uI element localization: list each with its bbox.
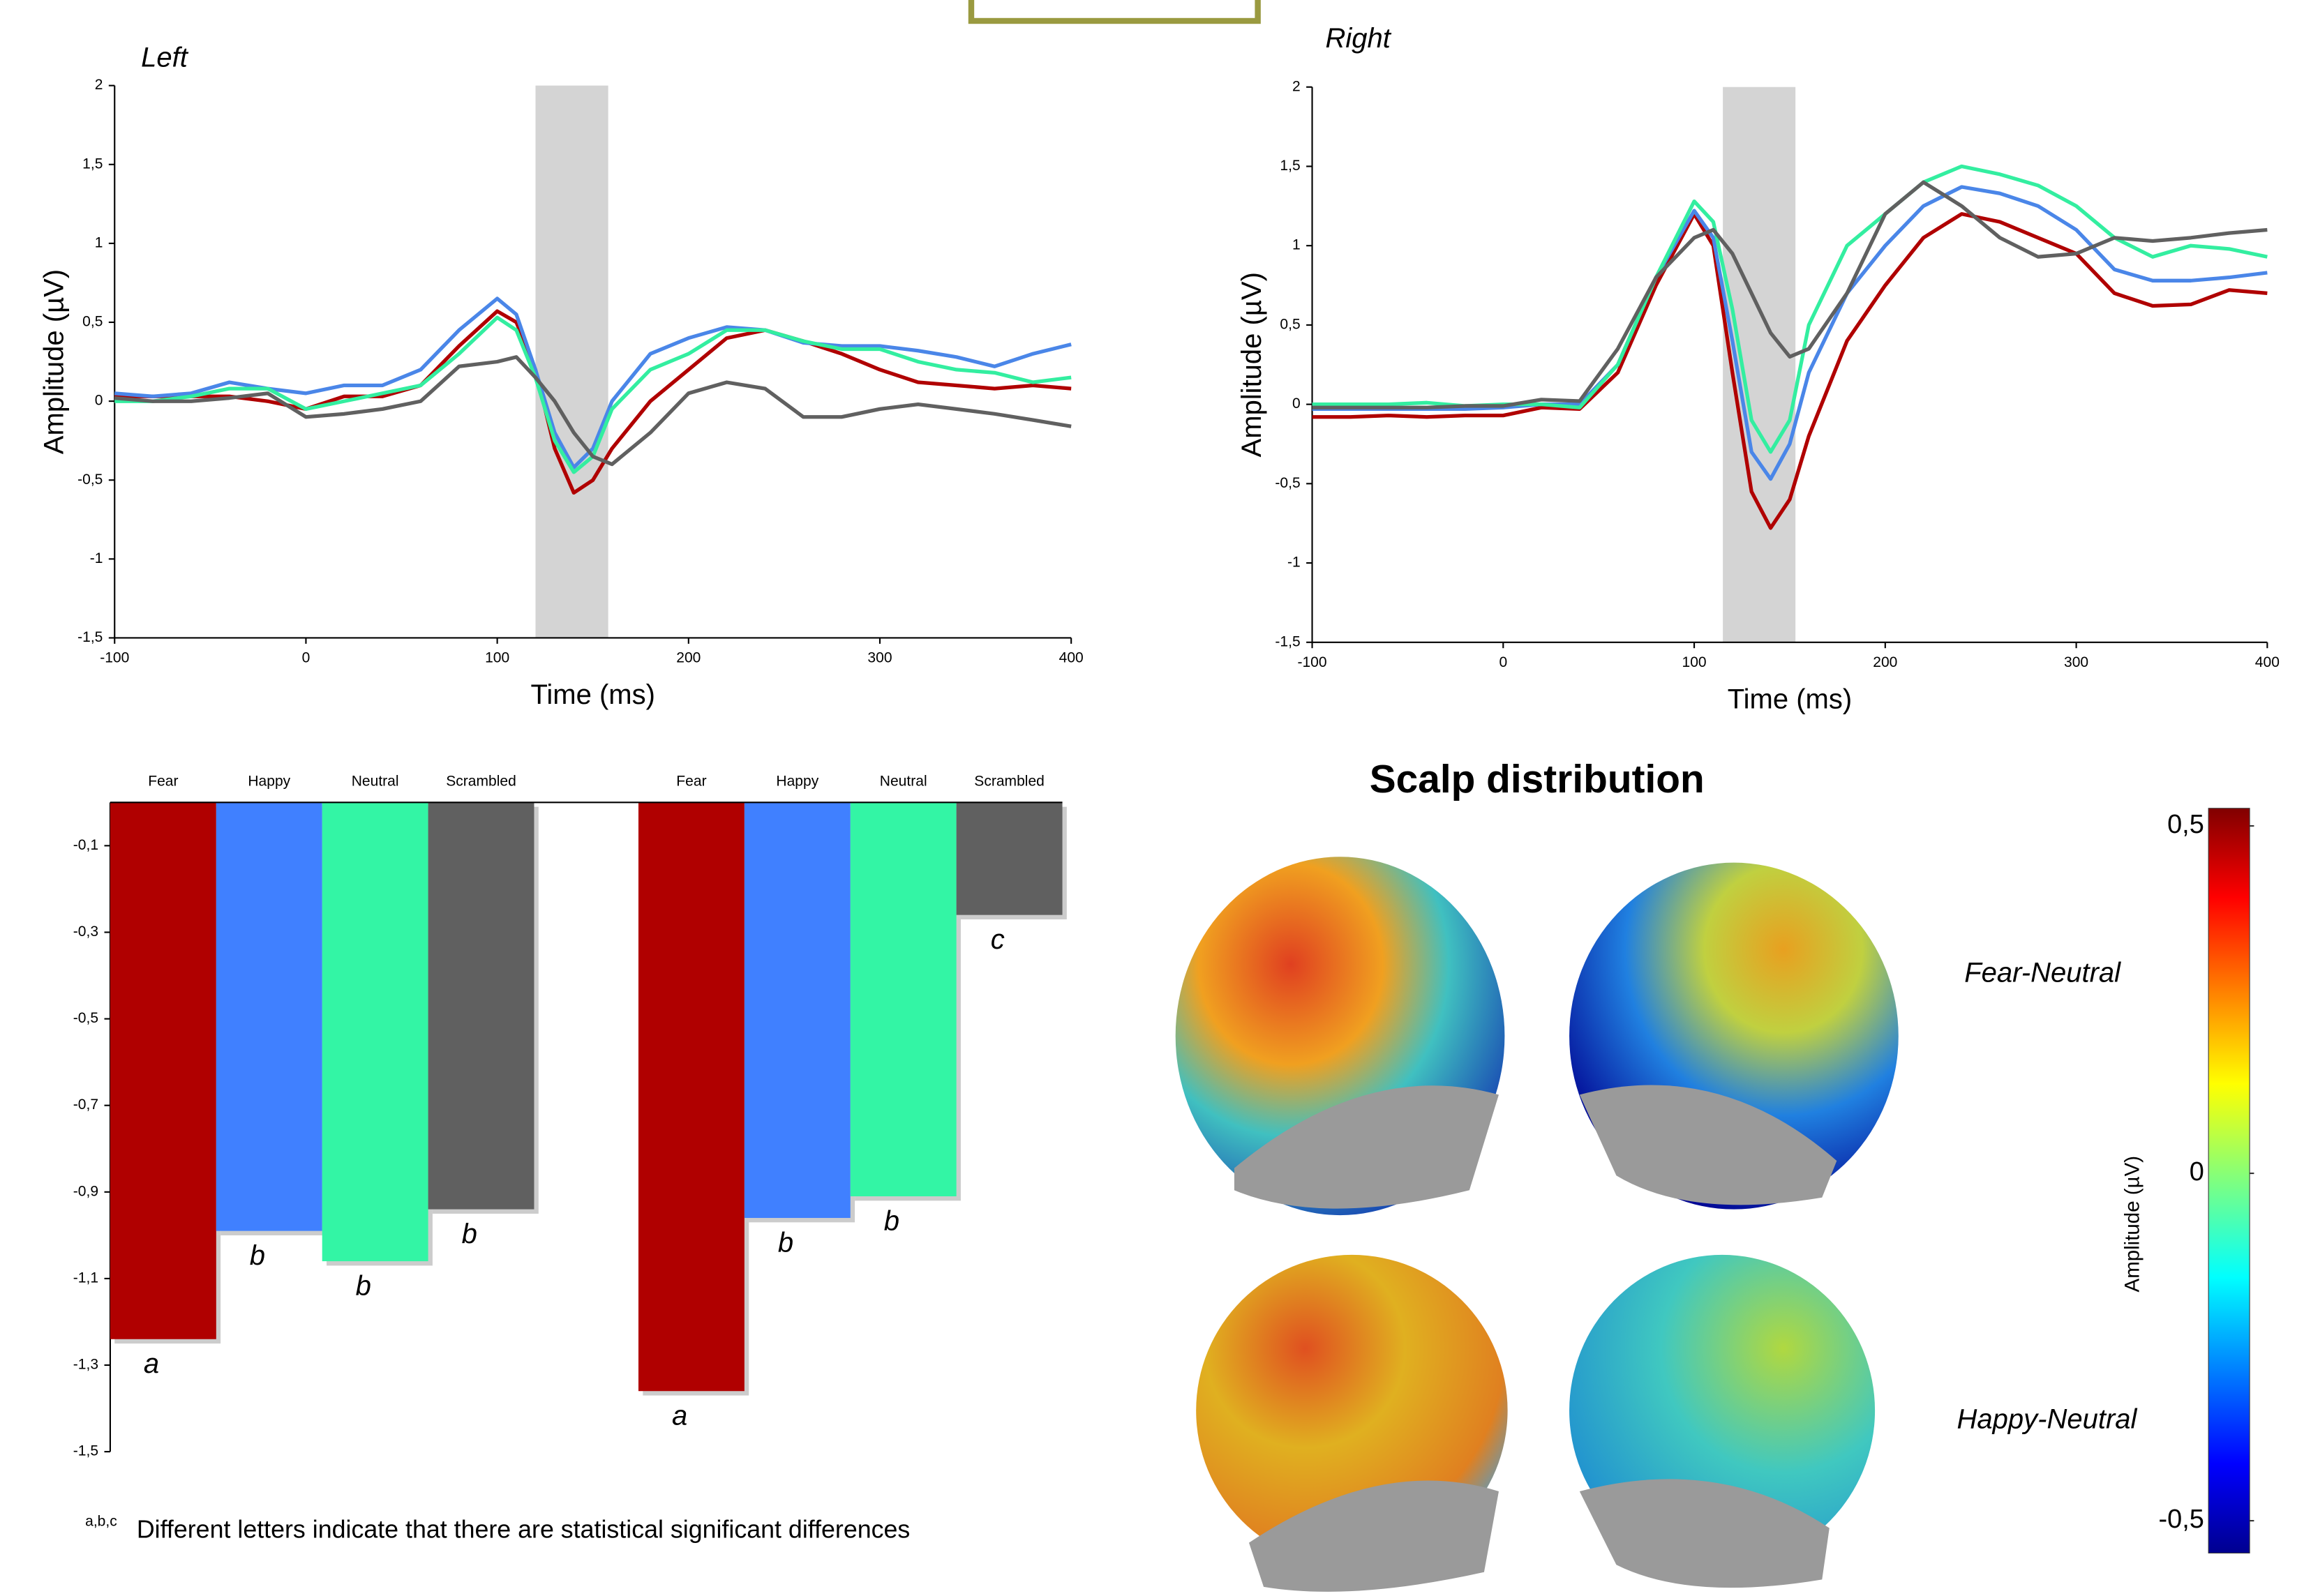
y-tick-label: -1,3 xyxy=(73,1357,98,1373)
footnote-marker: a,b,c xyxy=(85,1514,117,1530)
x-tick-label: 300 xyxy=(867,650,892,666)
chart-title: Left xyxy=(141,42,189,73)
bar xyxy=(110,802,216,1339)
frame-fragment xyxy=(971,0,1258,21)
y-tick-label: -1,5 xyxy=(77,629,103,645)
y-tick-label: 0 xyxy=(1292,396,1301,412)
significance-letter: a xyxy=(672,1401,687,1431)
significance-letter: a xyxy=(144,1348,159,1379)
y-tick-label: -1,1 xyxy=(73,1270,98,1286)
y-axis-label: Amplitude (µV) xyxy=(1236,272,1267,457)
category-label: Happy xyxy=(248,773,290,789)
colorbar-tick-label: 0 xyxy=(2190,1157,2204,1187)
chart-title: Right xyxy=(1325,23,1391,54)
y-tick-label: 2 xyxy=(95,77,103,93)
y-tick-label: -0,9 xyxy=(73,1183,98,1199)
category-label: Fear xyxy=(676,773,706,789)
bar xyxy=(851,802,957,1196)
category-label: Neutral xyxy=(352,773,399,789)
x-tick-label: 300 xyxy=(2064,654,2088,670)
bar xyxy=(216,802,322,1230)
category-label: Scrambled xyxy=(446,773,516,789)
bar xyxy=(638,802,745,1391)
y-tick-label: -0,5 xyxy=(1275,475,1300,491)
x-tick-label: 200 xyxy=(1873,654,1897,670)
y-axis-label: Amplitude (µV) xyxy=(39,269,70,454)
x-tick-label: 0 xyxy=(302,650,311,666)
significance-letter: b xyxy=(884,1205,899,1236)
significance-letter: b xyxy=(250,1240,265,1271)
footnote: Different letters indicate that there ar… xyxy=(137,1515,910,1543)
bar xyxy=(745,802,851,1218)
category-label: Neutral xyxy=(880,773,927,789)
y-tick-label: 0 xyxy=(95,393,103,409)
shaded-window xyxy=(535,86,608,638)
x-tick-label: 400 xyxy=(2255,654,2280,670)
significance-letter: b xyxy=(778,1227,793,1258)
significance-letter: b xyxy=(356,1271,371,1302)
shaded-window xyxy=(1723,87,1795,642)
y-tick-label: -1,5 xyxy=(73,1443,98,1459)
y-tick-label: -1,5 xyxy=(1275,633,1300,649)
x-tick-label: -100 xyxy=(100,650,129,666)
y-tick-label: -0,7 xyxy=(73,1097,98,1113)
significance-letter: c xyxy=(991,924,1005,955)
y-tick-label: 0,5 xyxy=(82,314,103,330)
bar xyxy=(322,802,428,1261)
figure: Scalp distribution Fear-Neutral Happy-Ne… xyxy=(0,0,2304,1596)
x-tick-label: 100 xyxy=(485,650,509,666)
y-tick-label: 1 xyxy=(95,234,103,250)
x-axis-label: Time (ms) xyxy=(1728,684,1852,715)
condition-label: Fear-Neutral xyxy=(1964,957,2121,988)
colorbar-tick-label: 0,5 xyxy=(2167,810,2204,839)
y-tick-label: -0,1 xyxy=(73,837,98,853)
colorbar-label: Amplitude (µV) xyxy=(2121,1156,2144,1293)
y-tick-label: 1,5 xyxy=(1280,158,1300,174)
x-tick-label: -100 xyxy=(1297,654,1326,670)
significance-letter: b xyxy=(462,1219,477,1249)
bar xyxy=(428,802,534,1209)
category-label: Happy xyxy=(776,773,818,789)
x-tick-label: 400 xyxy=(1059,650,1084,666)
y-tick-label: -0,3 xyxy=(73,924,98,940)
scalp-maps xyxy=(1176,808,2250,1592)
x-axis-label: Time (ms) xyxy=(530,679,654,710)
y-tick-label: 1 xyxy=(1292,237,1301,253)
x-tick-label: 100 xyxy=(1682,654,1707,670)
condition-label: Happy-Neutral xyxy=(1957,1403,2138,1434)
category-label: Fear xyxy=(148,773,178,789)
page: {"chart_data":[ {"type":"line","title":"… xyxy=(0,0,2304,1596)
x-tick-label: 0 xyxy=(1499,654,1507,670)
y-tick-label: -1 xyxy=(90,550,103,566)
y-tick-label: 0,5 xyxy=(1280,316,1300,332)
y-tick-label: -1 xyxy=(1287,555,1301,571)
x-tick-label: 200 xyxy=(676,650,701,666)
y-tick-label: -0,5 xyxy=(73,1010,98,1026)
bar xyxy=(957,802,1063,914)
y-tick-label: -0,5 xyxy=(77,472,103,488)
y-tick-label: 1,5 xyxy=(82,156,103,172)
colorbar-tick-label: -0,5 xyxy=(2159,1505,2204,1534)
scalp-title: Scalp distribution xyxy=(1370,758,1705,801)
colorbar xyxy=(2208,808,2250,1553)
category-label: Scrambled xyxy=(974,773,1045,789)
y-tick-label: 2 xyxy=(1292,78,1301,94)
